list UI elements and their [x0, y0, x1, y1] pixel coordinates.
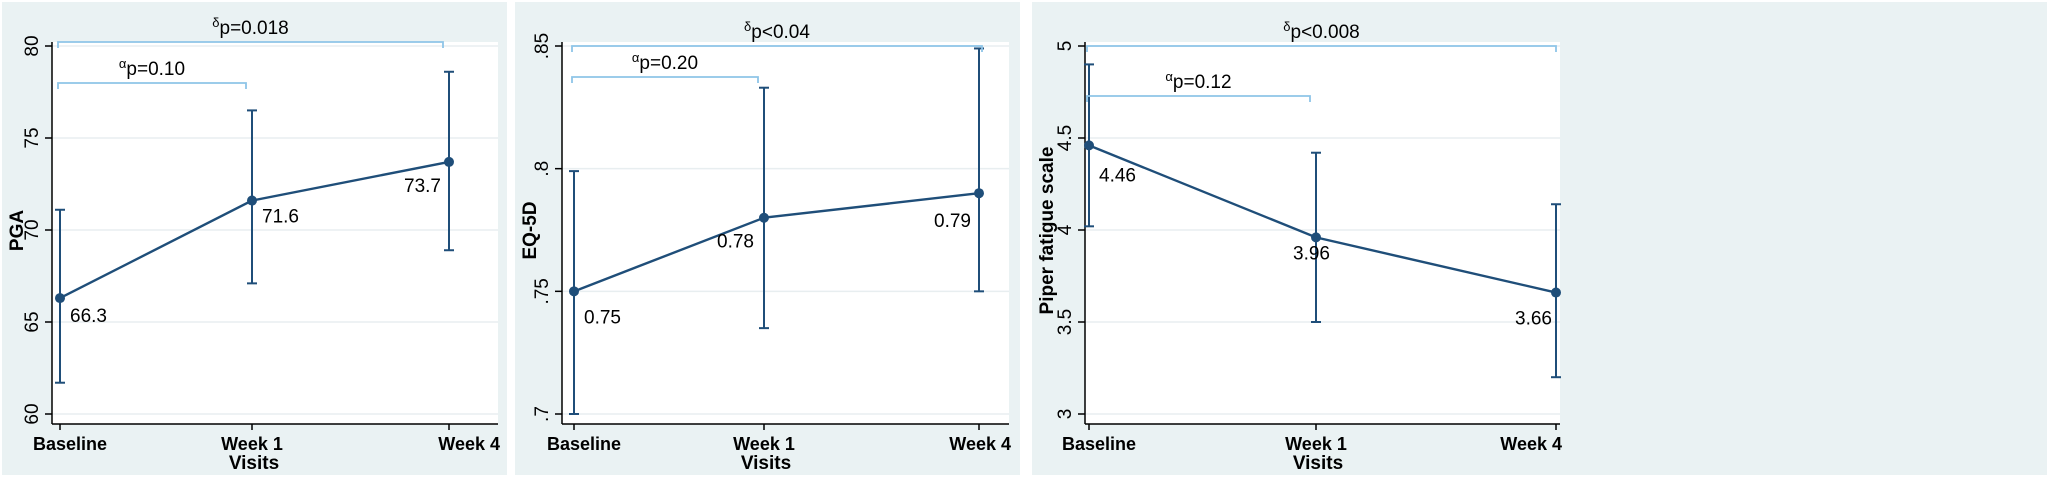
- x-tick-label: Week 1: [733, 434, 795, 454]
- piper-chart-svg: 3 3.5 4 4.5 5 Baseline Week 1 Week 4 Visits Piper…: [1037, 19, 1562, 474]
- piper-chart-group: 3 3.5 4 4.5 5 Baseline Week 1 Week 4 Visits Piper…: [1037, 19, 1562, 474]
- y-tick-label: .75: [532, 278, 553, 304]
- significance-symbol: δ: [744, 19, 751, 34]
- data-label: 71.6: [262, 207, 299, 228]
- data-point: [247, 195, 257, 206]
- significance-text: p=0.10: [126, 59, 185, 80]
- y-tick-label: 4: [1055, 224, 1076, 235]
- data-point: [444, 156, 454, 167]
- significance-label: αp=0.20: [632, 50, 698, 74]
- y-tick-label: .8: [532, 161, 553, 177]
- significance-bracket: [571, 45, 983, 52]
- data-label: 0.75: [584, 307, 621, 328]
- data-label: 0.78: [717, 232, 754, 253]
- y-axis-title: PGA: [7, 210, 28, 251]
- significance-text: p=0.12: [1173, 72, 1232, 93]
- y-tick-label: 75: [22, 127, 43, 148]
- y-tick-label: 60: [22, 403, 43, 424]
- data-point: [1551, 287, 1561, 298]
- data-point: [55, 293, 65, 304]
- significance-bracket: [57, 41, 444, 48]
- y-tick-label: 65: [22, 311, 43, 332]
- data-label: 4.46: [1099, 165, 1136, 186]
- data-point: [569, 286, 579, 297]
- x-tick-label: Week 1: [1285, 434, 1347, 454]
- significance-bracket: [57, 82, 247, 89]
- data-label: 3.66: [1515, 309, 1552, 330]
- significance-bracket: [1086, 95, 1311, 102]
- chart-panel-eq5d: .7 .75 .8 .85 Baseline Week 1 Week 4 Visits EQ-5…: [515, 2, 1020, 475]
- significance-text: p<0.04: [751, 22, 810, 43]
- y-tick-label: 3: [1055, 409, 1076, 420]
- pga-chart-svg: 60 65 70 75 80 Baseline Week 1 Week 4 Visits PGA 6…: [7, 15, 500, 474]
- data-label: 0.79: [934, 211, 971, 232]
- significance-text: p=0.018: [220, 18, 289, 39]
- x-axis-title: Visits: [229, 453, 279, 474]
- x-tick-label: Week 4: [949, 434, 1011, 454]
- x-tick-label: Baseline: [33, 434, 107, 454]
- data-point: [1084, 140, 1094, 151]
- significance-bracket: [571, 76, 759, 83]
- y-tick-label: 80: [22, 35, 43, 56]
- significance-symbol: δ: [1283, 19, 1290, 34]
- x-axis-title: Visits: [1293, 453, 1343, 474]
- y-tick-label: 70: [22, 219, 43, 240]
- data-point: [974, 188, 984, 199]
- x-tick-label: Week 1: [221, 434, 283, 454]
- significance-label: δp<0.04: [744, 19, 810, 43]
- plot-area: [1085, 42, 1560, 424]
- data-label: 73.7: [404, 176, 441, 197]
- plot-area: [52, 42, 498, 424]
- significance-bracket: [1086, 45, 1557, 52]
- y-axis-title: Piper fatigue scale: [1037, 147, 1058, 315]
- significance-text: p=0.20: [639, 53, 698, 74]
- significance-label: αp=0.12: [1165, 69, 1231, 93]
- y-tick-label: 3.5: [1055, 309, 1076, 335]
- data-label: 3.96: [1293, 243, 1330, 264]
- x-tick-label: Baseline: [547, 434, 621, 454]
- x-tick-label: Week 4: [1500, 434, 1562, 454]
- significance-label: αp=0.10: [119, 56, 185, 80]
- y-axis-title: EQ-5D: [520, 201, 541, 259]
- significance-symbol: α: [119, 56, 127, 71]
- data-point: [759, 212, 769, 223]
- significance-symbol: α: [632, 50, 640, 65]
- data-point: [1311, 232, 1321, 243]
- eq5d-chart-svg: .7 .75 .8 .85 Baseline Week 1 Week 4 Visits EQ-5…: [520, 19, 1011, 474]
- significance-label: δp<0.008: [1283, 19, 1359, 43]
- y-tick-label: 4.5: [1055, 125, 1076, 151]
- y-tick-label: .7: [532, 406, 553, 422]
- data-label: 66.3: [70, 306, 107, 327]
- x-tick-label: Week 4: [438, 434, 500, 454]
- y-tick-label: .85: [532, 33, 553, 59]
- significance-text: p<0.008: [1291, 22, 1360, 43]
- chart-panel-pga: 60 65 70 75 80 Baseline Week 1 Week 4 Visits PGA 6…: [2, 2, 507, 475]
- significance-label: δp=0.018: [212, 15, 288, 39]
- significance-symbol: α: [1165, 69, 1173, 84]
- x-axis-title: Visits: [741, 453, 791, 474]
- plot-area: [562, 42, 1009, 424]
- chart-panel-piper: 3 3.5 4 4.5 5 Baseline Week 1 Week 4 Visits Piper…: [1032, 2, 2047, 475]
- significance-symbol: δ: [212, 15, 219, 30]
- x-tick-label: Baseline: [1062, 434, 1136, 454]
- y-tick-label: 5: [1055, 41, 1076, 52]
